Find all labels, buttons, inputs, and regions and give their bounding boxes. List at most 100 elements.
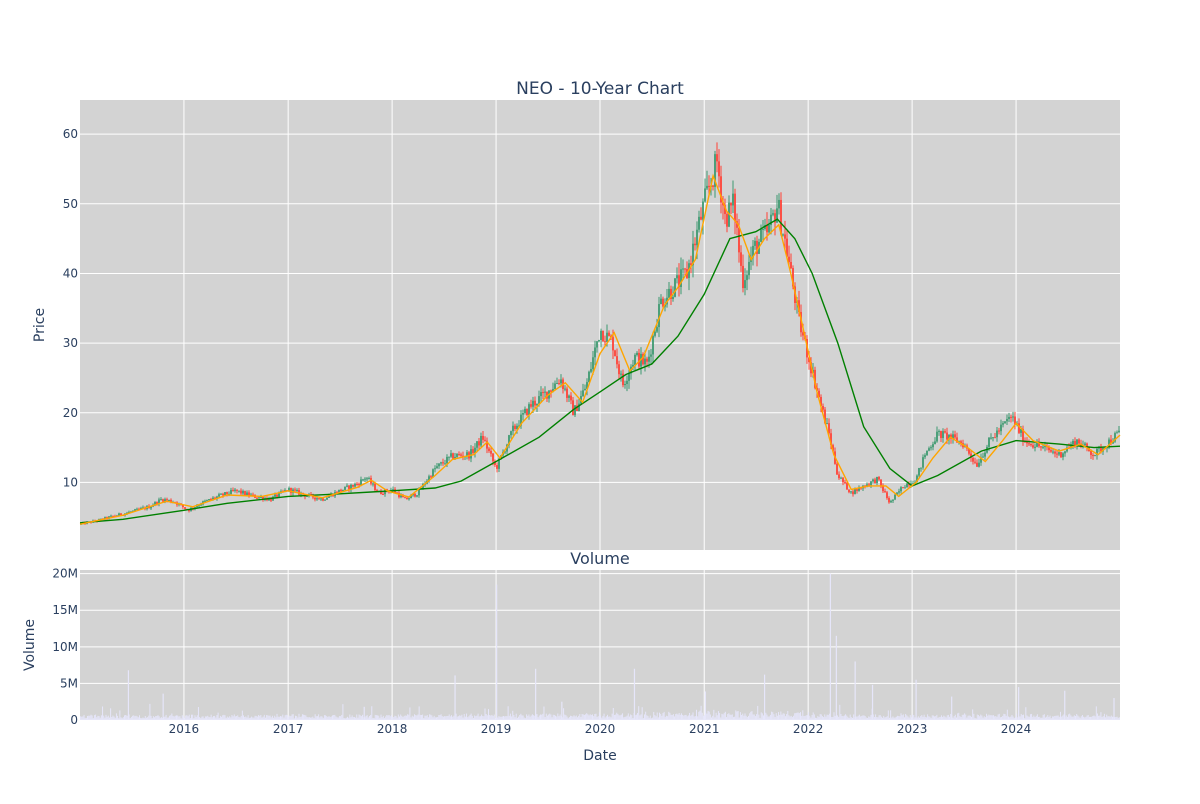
candle-body xyxy=(434,468,436,470)
candle-body xyxy=(700,216,702,220)
candle-body xyxy=(826,423,828,425)
price-grid xyxy=(80,100,1120,550)
candle-body xyxy=(200,504,202,506)
candle-body xyxy=(1114,433,1116,442)
candle-body xyxy=(120,513,122,515)
candle-body xyxy=(488,448,490,451)
candle-body xyxy=(232,489,234,491)
candle-body xyxy=(294,489,296,491)
candle-body xyxy=(634,354,636,365)
candle-body xyxy=(908,483,910,486)
candle-body xyxy=(606,332,608,342)
candle-body xyxy=(1090,451,1092,456)
candle-body xyxy=(628,373,630,381)
candle-body xyxy=(406,497,408,500)
volume-bars xyxy=(80,573,1120,720)
candle-body xyxy=(736,221,738,228)
candle-body xyxy=(678,275,680,288)
candle-body xyxy=(870,481,872,486)
x-tick-label: 2021 xyxy=(689,722,720,736)
candle-body xyxy=(846,482,848,490)
candle-body xyxy=(168,499,170,501)
candle-body xyxy=(780,199,782,235)
price-y-tick-label: 30 xyxy=(63,336,78,350)
candle-body xyxy=(592,357,594,369)
candle-body xyxy=(1008,416,1010,419)
candle-body xyxy=(542,392,544,394)
candle-body xyxy=(906,483,908,488)
candle-body xyxy=(886,492,888,499)
candle-body xyxy=(520,414,522,426)
candle-body xyxy=(782,234,784,236)
candle-body xyxy=(236,489,238,491)
candle-body xyxy=(326,497,328,500)
candle-body xyxy=(1036,442,1038,447)
candle-body xyxy=(620,373,622,375)
candle-body xyxy=(838,474,840,479)
candle-body xyxy=(836,463,838,475)
candle-body xyxy=(902,487,904,489)
candle-body xyxy=(508,435,510,445)
candle-body xyxy=(522,412,524,415)
candle-body xyxy=(482,435,484,440)
ma-fast-line xyxy=(79,173,1121,525)
candle-body xyxy=(582,390,584,397)
candle-body xyxy=(340,489,342,492)
candle-body xyxy=(456,453,458,457)
candle-body xyxy=(752,245,754,258)
candle-body xyxy=(980,457,982,463)
candle-body xyxy=(428,476,430,481)
candle-body xyxy=(524,408,526,413)
candle-body xyxy=(480,435,482,446)
candle-body xyxy=(1084,443,1086,446)
candle-body xyxy=(704,188,706,202)
candle-body xyxy=(1024,441,1026,443)
candle-body xyxy=(858,487,860,491)
candle-body xyxy=(978,462,980,467)
candle-body xyxy=(142,507,144,509)
candle-body xyxy=(572,400,574,416)
candle-body xyxy=(1092,455,1094,457)
candle-body xyxy=(598,339,600,342)
candle-body xyxy=(612,337,614,351)
candle-body xyxy=(790,261,792,269)
candle-body xyxy=(246,492,248,496)
candle-body xyxy=(644,358,646,365)
candle-body xyxy=(676,275,678,279)
candle-body xyxy=(368,478,370,480)
candle-body xyxy=(614,350,616,357)
candle-body xyxy=(800,312,802,333)
candle-body xyxy=(314,497,316,500)
candle-body xyxy=(746,275,748,281)
candle-body xyxy=(856,489,858,491)
candle-body xyxy=(636,352,638,355)
candle-body xyxy=(928,448,930,451)
ma-slow-line xyxy=(79,218,1121,524)
candle-body xyxy=(346,485,348,487)
candle-body xyxy=(922,457,924,468)
candle-body xyxy=(706,185,708,189)
candle-body xyxy=(404,497,406,499)
candle-body xyxy=(214,497,216,499)
candle-body xyxy=(766,225,768,233)
candle-body xyxy=(622,373,624,386)
x-axis-title: Date xyxy=(583,748,616,764)
candle-body xyxy=(1020,429,1022,433)
candle-body xyxy=(912,483,914,485)
candle-body xyxy=(852,491,854,495)
candle-body xyxy=(1028,443,1030,445)
candle-body xyxy=(890,500,892,503)
candle-body xyxy=(402,495,404,498)
candle-body xyxy=(1022,429,1024,442)
candle-body xyxy=(1060,452,1062,458)
candle-body xyxy=(1076,439,1078,447)
candle-body xyxy=(608,332,610,336)
candle-body xyxy=(530,404,532,407)
candle-body xyxy=(674,278,676,297)
candle-body xyxy=(656,327,658,332)
candle-body xyxy=(306,495,308,497)
candle-body xyxy=(730,202,732,206)
candle-body xyxy=(436,466,438,469)
candle-body xyxy=(1108,439,1110,448)
candle-body xyxy=(182,504,184,508)
